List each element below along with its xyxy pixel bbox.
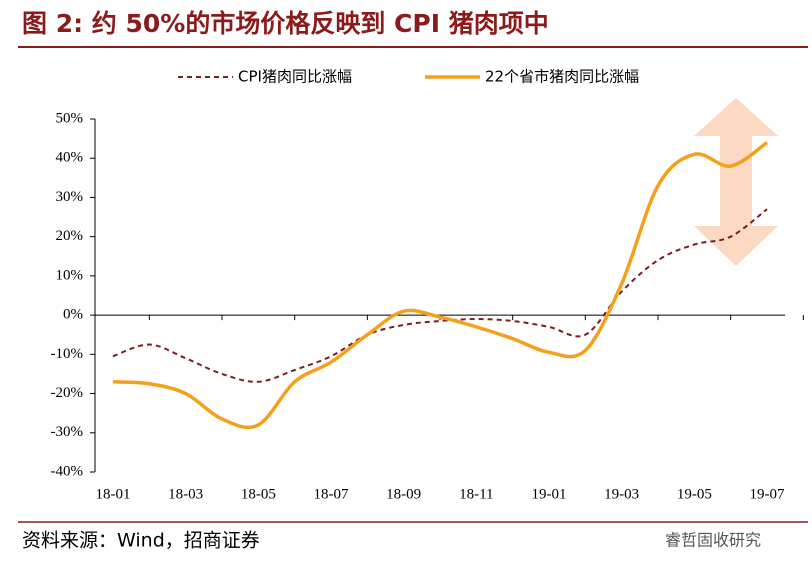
x-tick-label: 18-09 bbox=[386, 486, 421, 502]
y-tick-label: 10% bbox=[56, 267, 84, 283]
x-tick-label: 18-01 bbox=[96, 486, 131, 502]
y-tick-label: 50% bbox=[56, 110, 84, 126]
watermark: 睿哲固收研究 bbox=[665, 531, 761, 550]
legend-label: CPI猪肉同比涨幅 bbox=[238, 68, 352, 86]
arrow-decoration bbox=[694, 98, 778, 266]
y-tick-label: 0% bbox=[63, 307, 83, 323]
x-tick-label: 18-05 bbox=[241, 486, 276, 502]
y-tick-label: 30% bbox=[56, 189, 84, 205]
x-tick-label: 19-07 bbox=[750, 486, 785, 502]
x-tick-label: 19-01 bbox=[532, 486, 567, 502]
y-tick-label: -40% bbox=[51, 463, 84, 479]
y-tick-label: -20% bbox=[51, 385, 84, 401]
y-tick-label: -30% bbox=[51, 424, 84, 440]
x-tick-label: 19-05 bbox=[677, 486, 712, 502]
chart-title: 图 2: 约 50%的市场价格反映到 CPI 猪肉项中 bbox=[22, 9, 549, 38]
series-line bbox=[112, 141, 769, 430]
source: 资料来源：Wind，招商证券 bbox=[22, 530, 260, 552]
legend-label: 22个省市猪肉同比涨幅 bbox=[485, 68, 639, 86]
y-tick-label: 20% bbox=[56, 228, 84, 244]
x-tick-label: 18-11 bbox=[459, 486, 493, 502]
x-tick-label: 18-03 bbox=[168, 486, 203, 502]
series-line bbox=[112, 208, 768, 383]
x-tick-label: 18-07 bbox=[314, 486, 349, 502]
y-tick-label: 40% bbox=[56, 150, 84, 166]
x-tick-label: 19-03 bbox=[604, 486, 639, 502]
y-tick-label: -10% bbox=[51, 346, 84, 362]
